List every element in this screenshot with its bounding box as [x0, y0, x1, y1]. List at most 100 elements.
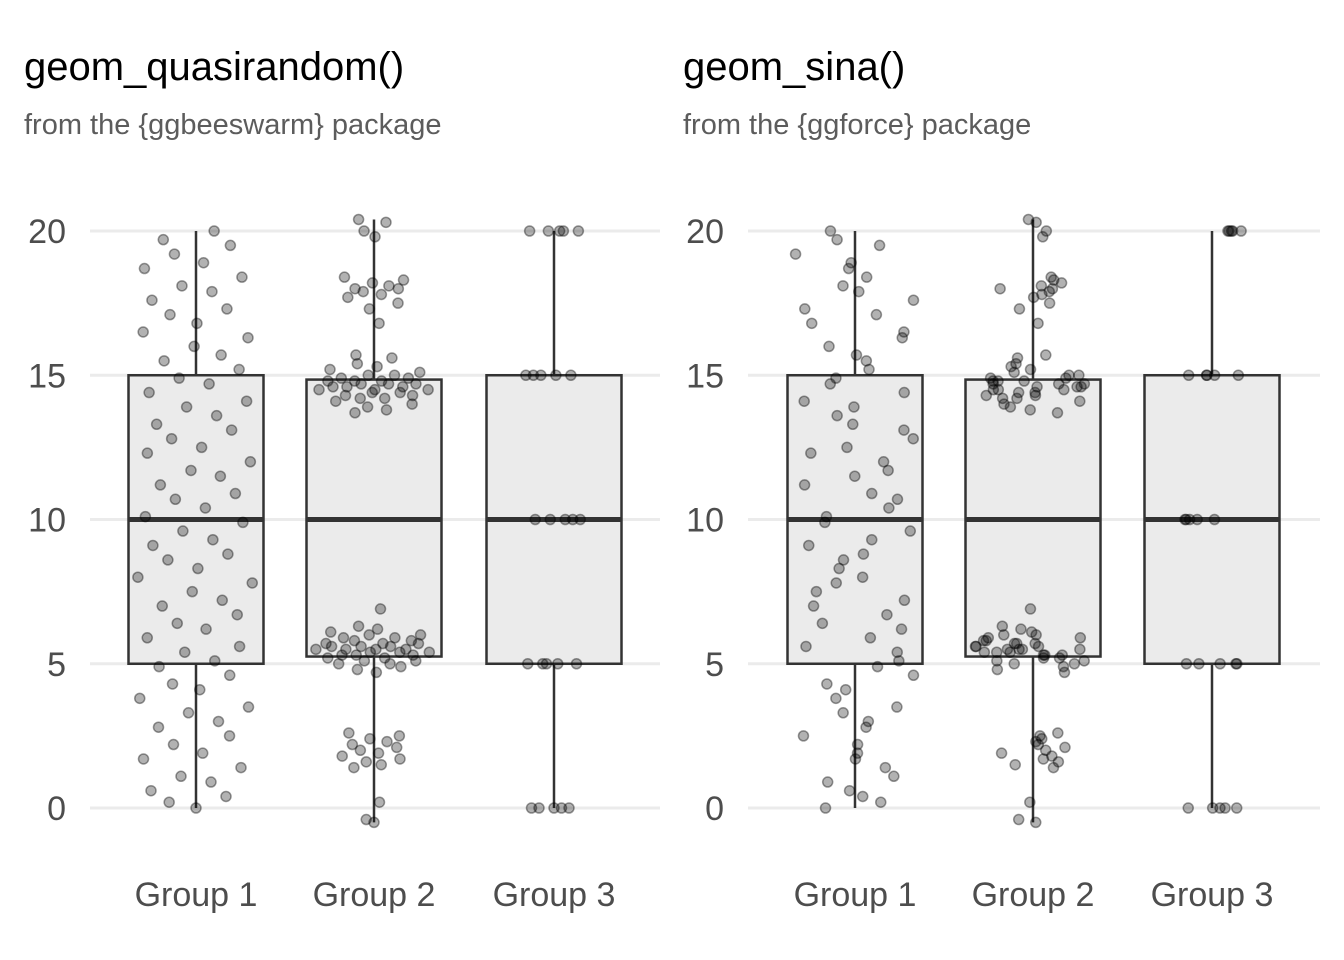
data-point: [237, 516, 249, 529]
data-point: [802, 539, 815, 552]
data-point: [1075, 381, 1087, 393]
data-point: [409, 655, 422, 667]
data-point: [841, 441, 853, 454]
data-point: [400, 643, 412, 656]
data-point: [1051, 407, 1064, 419]
data-point: [991, 663, 1004, 676]
data-point: [389, 632, 401, 644]
data-point: [214, 470, 227, 482]
data-point: [520, 369, 532, 381]
data-point: [402, 372, 415, 384]
data-point: [378, 652, 391, 664]
data-point: [384, 640, 397, 653]
data-point: [525, 802, 538, 814]
data-point: [166, 678, 179, 690]
data-point: [1030, 816, 1042, 829]
x-tick-label: Group 1: [794, 876, 917, 914]
data-point: [1223, 225, 1235, 237]
data-point: [179, 646, 191, 658]
data-point: [1032, 317, 1044, 330]
data-point: [369, 231, 381, 243]
data-point: [991, 655, 1003, 667]
data-point: [1057, 660, 1070, 673]
data-point: [847, 418, 859, 431]
data-point: [361, 401, 374, 413]
x-tick-label: Group 2: [972, 876, 1095, 914]
data-point: [1013, 643, 1025, 656]
data-point: [313, 383, 325, 396]
data-point: [1071, 381, 1083, 393]
data-point: [176, 280, 188, 292]
data-point: [360, 756, 373, 768]
data-point: [1208, 369, 1221, 381]
data-point: [1214, 658, 1226, 670]
data-point: [373, 796, 386, 808]
data-point: [186, 585, 198, 598]
data-point: [357, 285, 369, 298]
data-point: [337, 632, 350, 644]
data-point: [164, 308, 176, 321]
data-point: [377, 637, 389, 650]
data-point: [1191, 513, 1203, 526]
y-tick-label: 20: [686, 213, 724, 251]
data-point: [190, 802, 202, 814]
data-point: [336, 649, 348, 661]
data-point: [819, 802, 832, 814]
data-point: [380, 216, 392, 229]
data-point: [336, 750, 348, 762]
data-point: [891, 646, 903, 658]
data-point: [208, 225, 220, 237]
data-point: [1183, 513, 1196, 526]
data-point: [407, 649, 419, 661]
data-point: [1182, 369, 1195, 381]
data-point: [1047, 274, 1060, 286]
data-point: [137, 753, 150, 765]
data-point: [849, 753, 862, 765]
data-point: [352, 620, 365, 632]
data-point: [381, 735, 393, 748]
data-point: [150, 418, 163, 431]
data-point: [1037, 753, 1050, 765]
data-point: [1012, 386, 1025, 399]
data-point: [246, 577, 258, 589]
data-point: [883, 502, 895, 514]
data-point: [982, 632, 995, 644]
data-point: [907, 294, 920, 306]
data-point: [523, 225, 536, 237]
data-point: [414, 366, 426, 379]
data-point: [1036, 288, 1048, 301]
data-point: [1043, 297, 1056, 309]
data-point: [1180, 513, 1192, 526]
data-point: [798, 395, 810, 407]
data-point: [833, 562, 845, 575]
data-point: [849, 470, 861, 482]
data-point: [207, 533, 219, 546]
data-point: [1001, 643, 1014, 656]
data-point: [1036, 231, 1049, 243]
data-point: [384, 658, 396, 670]
data-point: [529, 513, 541, 526]
data-point: [332, 658, 345, 670]
data-point: [842, 262, 855, 275]
data-point: [158, 355, 170, 367]
data-point: [1222, 225, 1234, 237]
data-point: [1068, 658, 1081, 670]
data-point: [843, 784, 856, 797]
x-tick-label: Group 3: [1151, 876, 1274, 914]
data-point: [535, 369, 547, 381]
data-point: [366, 277, 379, 289]
data-point: [1010, 357, 1022, 370]
data-point: [322, 375, 334, 387]
data-point: [205, 776, 217, 788]
data-point: [362, 369, 375, 381]
x-tick-label: Group 1: [135, 876, 258, 914]
data-point: [807, 600, 820, 612]
data-point: [1046, 750, 1058, 762]
data-point: [349, 282, 361, 295]
x-tick-label: Group 3: [493, 876, 616, 914]
data-point: [1022, 213, 1035, 226]
data-point: [350, 349, 362, 361]
data-point: [557, 225, 570, 237]
data-point: [322, 652, 334, 664]
data-point: [565, 369, 577, 381]
